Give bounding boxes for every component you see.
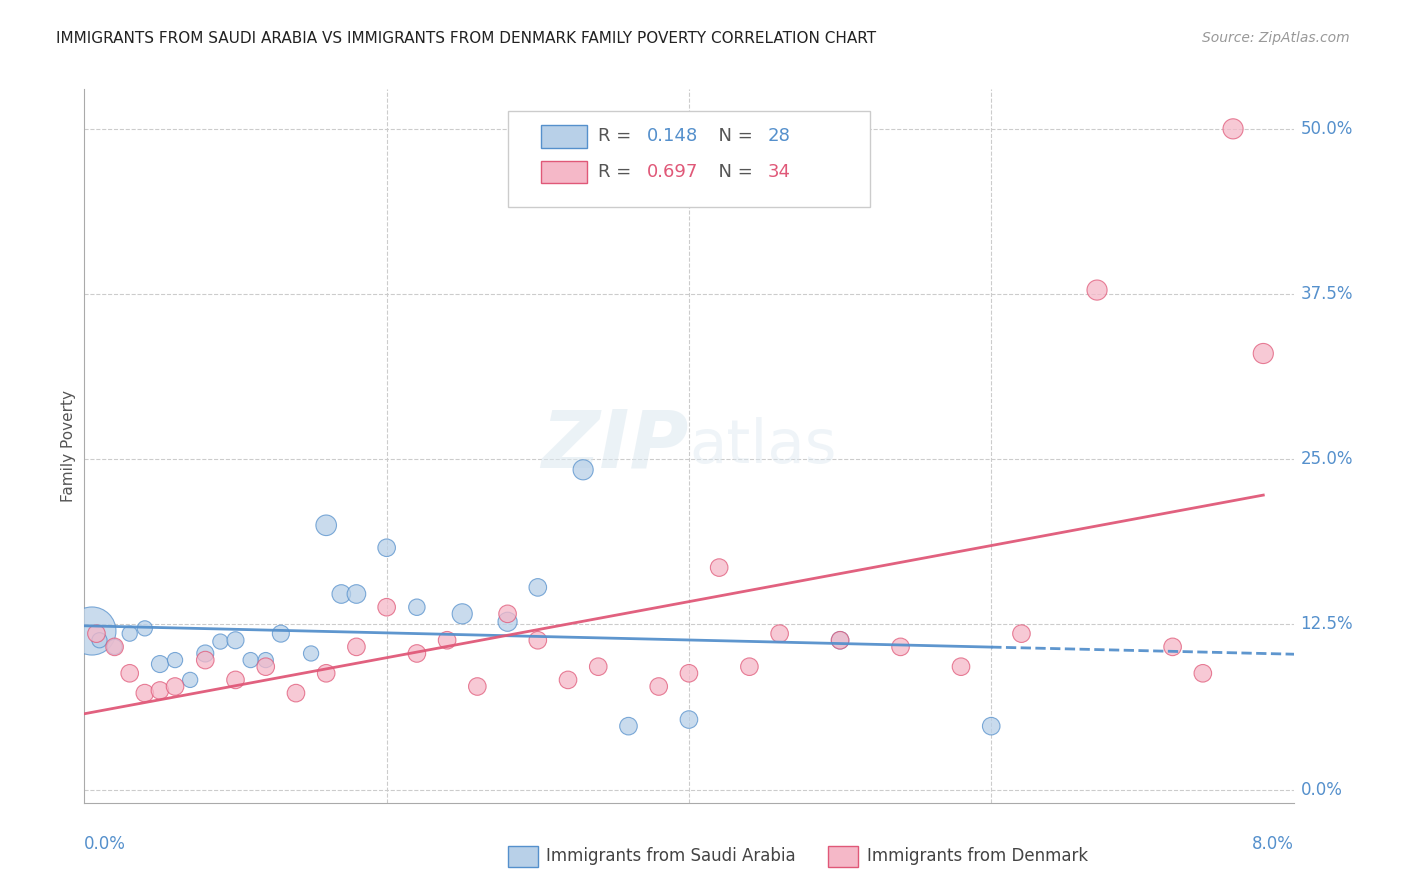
Point	[406, 647, 429, 661]
Point	[225, 673, 247, 687]
Point	[617, 719, 640, 733]
Point	[165, 653, 187, 667]
Text: ZIP: ZIP	[541, 407, 689, 485]
Point	[1085, 283, 1108, 297]
FancyBboxPatch shape	[541, 161, 588, 184]
Point	[1161, 640, 1184, 654]
Text: 8.0%: 8.0%	[1251, 835, 1294, 853]
Point	[1251, 346, 1274, 360]
Text: 25.0%: 25.0%	[1301, 450, 1353, 468]
Point	[80, 624, 103, 638]
Point	[194, 647, 217, 661]
Point	[209, 634, 232, 648]
Text: R =: R =	[599, 163, 637, 181]
FancyBboxPatch shape	[508, 111, 870, 207]
Point	[1222, 121, 1244, 136]
Point	[451, 607, 474, 621]
Point	[225, 633, 247, 648]
Point	[165, 680, 187, 694]
Point	[346, 587, 368, 601]
Point	[375, 541, 398, 555]
Point	[330, 587, 353, 601]
Point	[1192, 666, 1215, 681]
Point	[315, 666, 337, 681]
FancyBboxPatch shape	[541, 125, 588, 148]
Point	[678, 713, 700, 727]
Point	[738, 659, 761, 673]
Point	[572, 463, 595, 477]
Point	[647, 680, 671, 694]
Point	[1011, 626, 1033, 640]
Point	[284, 686, 308, 700]
Point	[406, 600, 429, 615]
Point	[950, 659, 973, 673]
Text: R =: R =	[599, 128, 637, 145]
Point	[299, 647, 322, 661]
Point	[254, 653, 277, 667]
Point	[346, 640, 368, 654]
Text: 37.5%: 37.5%	[1301, 285, 1353, 303]
Point	[149, 683, 172, 698]
Text: 34: 34	[768, 163, 790, 181]
Point	[375, 600, 398, 615]
Text: 28: 28	[768, 128, 790, 145]
Point	[467, 680, 489, 694]
Text: 12.5%: 12.5%	[1301, 615, 1353, 633]
Point	[527, 633, 550, 648]
Point	[86, 626, 108, 640]
Point	[496, 615, 519, 629]
Point	[194, 653, 217, 667]
FancyBboxPatch shape	[508, 846, 538, 867]
Point	[254, 659, 277, 673]
Point	[678, 666, 700, 681]
Text: 50.0%: 50.0%	[1301, 120, 1353, 138]
Text: Source: ZipAtlas.com: Source: ZipAtlas.com	[1202, 31, 1350, 45]
Text: atlas: atlas	[689, 417, 837, 475]
Point	[980, 719, 1002, 733]
Text: N =: N =	[707, 163, 759, 181]
Y-axis label: Family Poverty: Family Poverty	[60, 390, 76, 502]
Point	[496, 607, 519, 621]
Point	[134, 686, 156, 700]
Point	[527, 581, 550, 595]
Text: Immigrants from Saudi Arabia: Immigrants from Saudi Arabia	[547, 847, 796, 865]
Text: N =: N =	[707, 128, 759, 145]
Point	[436, 633, 458, 648]
Point	[179, 673, 201, 687]
Point	[769, 626, 792, 640]
Text: 0.0%: 0.0%	[1301, 780, 1343, 798]
Point	[557, 673, 579, 687]
Point	[149, 657, 172, 671]
Point	[239, 653, 262, 667]
Text: Immigrants from Denmark: Immigrants from Denmark	[866, 847, 1088, 865]
Point	[118, 666, 141, 681]
Point	[270, 626, 292, 640]
Point	[709, 560, 731, 574]
Text: IMMIGRANTS FROM SAUDI ARABIA VS IMMIGRANTS FROM DENMARK FAMILY POVERTY CORRELATI: IMMIGRANTS FROM SAUDI ARABIA VS IMMIGRAN…	[56, 31, 876, 46]
Point	[890, 640, 912, 654]
FancyBboxPatch shape	[828, 846, 858, 867]
Point	[588, 659, 610, 673]
Text: 0.697: 0.697	[647, 163, 697, 181]
Point	[89, 633, 111, 648]
Text: 0.0%: 0.0%	[84, 835, 127, 853]
Text: 0.148: 0.148	[647, 128, 697, 145]
Point	[104, 640, 127, 654]
Point	[104, 640, 127, 654]
Point	[118, 626, 141, 640]
Point	[830, 633, 852, 648]
Point	[315, 518, 337, 533]
Point	[134, 621, 156, 635]
Point	[830, 633, 852, 648]
